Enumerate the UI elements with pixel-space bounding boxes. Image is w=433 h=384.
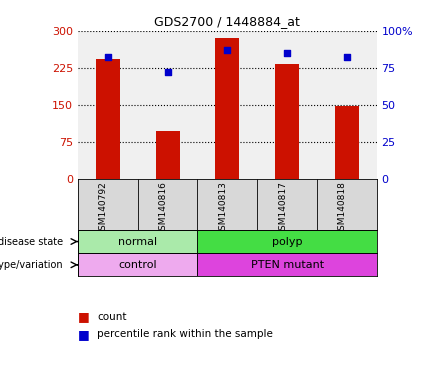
Text: PTEN mutant: PTEN mutant [251,260,323,270]
Text: count: count [97,312,127,322]
Bar [96,59,120,179]
Bar [215,38,239,179]
Bar [197,230,377,253]
Bar [155,131,180,179]
Point [104,55,111,61]
Point [343,55,350,61]
Text: GSM140816: GSM140816 [158,182,168,237]
Title: GDS2700 / 1448884_at: GDS2700 / 1448884_at [155,15,300,28]
Bar [275,65,299,179]
Text: GSM140792: GSM140792 [99,182,108,236]
Point [164,69,171,75]
Point [224,47,231,53]
Bar [335,106,359,179]
Text: GSM140817: GSM140817 [278,182,287,237]
Text: percentile rank within the sample: percentile rank within the sample [97,329,273,339]
Text: control: control [118,260,157,270]
Text: disease state: disease state [0,237,63,247]
Text: genotype/variation: genotype/variation [0,260,63,270]
Text: GSM140813: GSM140813 [218,182,227,237]
Text: polyp: polyp [272,237,302,247]
Point [284,50,291,56]
Text: GSM140818: GSM140818 [338,182,347,237]
Bar [197,253,377,276]
Bar [78,253,197,276]
Text: ■: ■ [78,328,90,341]
Text: ■: ■ [78,310,90,323]
Bar [78,230,197,253]
Text: normal: normal [118,237,157,247]
